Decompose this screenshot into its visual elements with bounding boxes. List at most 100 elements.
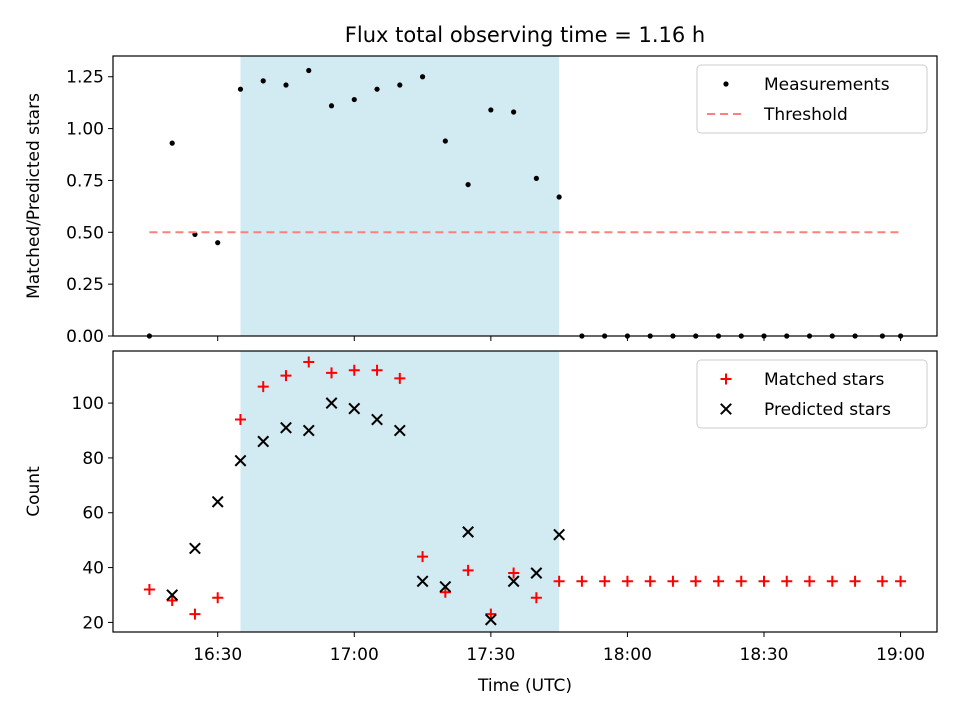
legend-label: Threshold: [763, 105, 848, 125]
data-point: [576, 575, 588, 587]
data-point: [439, 586, 451, 598]
y-tick-label: 0.75: [66, 171, 104, 191]
data-point: [735, 575, 747, 587]
x-tick-label: 19:00: [876, 645, 925, 665]
data-point: [511, 109, 517, 115]
legend-label: Measurements: [764, 75, 890, 95]
data-point: [530, 567, 543, 579]
data-point: [465, 181, 471, 188]
data-point: [690, 575, 702, 587]
data-point: [849, 575, 861, 587]
x-axis-label: Time (UTC): [477, 676, 572, 696]
data-point: [804, 575, 816, 587]
data-point: [393, 424, 406, 437]
data-point: [212, 592, 224, 604]
data-point: [826, 575, 838, 587]
panel-2: 20 40 60 80 100 16:30 17:00 17:30 18:00 18:30 19:0…: [24, 350, 938, 696]
data-point: [371, 413, 383, 426]
data-point: [462, 564, 474, 576]
data-point: [166, 589, 179, 601]
data-point: [553, 528, 566, 541]
data-point: [211, 495, 224, 508]
data-point: [419, 74, 426, 80]
data-point: [306, 67, 312, 74]
data-point: [484, 613, 497, 626]
series-matched-stars: [143, 356, 907, 620]
data-point: [553, 575, 565, 587]
data-point: [143, 584, 155, 596]
data-point: [533, 175, 539, 181]
axes-frame: [112, 55, 938, 337]
y-tick-label: 1.25: [66, 68, 104, 88]
data-point: [439, 580, 452, 593]
data-point: [328, 103, 335, 109]
data-point: [257, 435, 270, 448]
data-point: [234, 454, 247, 467]
data-point: [280, 370, 292, 382]
x-tick-label: 17:30: [466, 645, 515, 665]
x-tick-label: 17:00: [330, 645, 379, 665]
data-point: [326, 367, 338, 379]
x-tick-label: 16:30: [193, 645, 242, 665]
y-tick-label: 0.50: [66, 223, 104, 243]
data-point: [397, 82, 403, 88]
y-tick-label: 80: [82, 449, 104, 469]
data-point: [442, 138, 448, 144]
data-point: [348, 364, 360, 376]
legend-label: Predicted stars: [764, 400, 891, 420]
data-point: [371, 364, 383, 376]
data-point: [485, 608, 497, 620]
data-point: [234, 414, 246, 426]
y-tick-label: 0.25: [66, 275, 104, 295]
data-point: [530, 592, 542, 604]
data-point: [189, 608, 201, 620]
series-predicted-stars: [166, 397, 566, 626]
data-point: [508, 567, 520, 579]
legend-box: [696, 359, 928, 429]
data-point: [189, 542, 201, 555]
y-axis-label: Matched/Predicted stars: [24, 93, 44, 299]
y-tick-label: 100: [72, 394, 104, 414]
legend-label: Matched stars: [764, 370, 884, 390]
x-tick-label: 18:30: [740, 645, 789, 665]
data-point: [417, 551, 429, 563]
data-point: [283, 82, 289, 88]
data-point: [237, 86, 244, 92]
data-point: [302, 424, 315, 437]
data-point: [303, 356, 315, 368]
y-tick-label: 1.00: [66, 120, 104, 140]
data-point: [348, 402, 361, 415]
y-axis-label: Count: [24, 466, 44, 517]
data-point: [599, 575, 611, 587]
y-tick-label: 20: [82, 613, 104, 633]
data-point: [462, 526, 475, 538]
data-point: [895, 575, 907, 587]
data-point: [374, 86, 380, 92]
observing-span-shade: [240, 56, 560, 336]
y-tick-label: 60: [82, 504, 104, 524]
data-point: [325, 397, 338, 409]
observing-span-shade: [240, 351, 560, 632]
data-point: [644, 575, 656, 587]
data-point: [488, 107, 494, 113]
data-point: [169, 140, 175, 146]
data-point: [351, 96, 357, 103]
data-point: [260, 78, 266, 84]
legend-box: [696, 64, 928, 134]
data-point: [876, 575, 888, 587]
data-point: [257, 381, 269, 393]
data-point: [667, 575, 679, 587]
data-point: [166, 594, 178, 606]
data-point: [394, 372, 406, 384]
data-point: [507, 575, 520, 588]
y-tick-label: 0.00: [66, 327, 104, 347]
legend-swatch: [720, 403, 732, 415]
axes-frame: [112, 350, 938, 633]
legend-swatch: [723, 81, 729, 87]
panel-1: 0.00 0.25 0.50 0.75 1.00 1.25 Matched/Predicte…: [24, 23, 938, 347]
y-tick-label: 40: [82, 559, 104, 579]
data-point: [280, 421, 292, 434]
data-point: [621, 575, 633, 587]
chart-title: Flux total observing time = 1.16 h: [345, 23, 705, 47]
